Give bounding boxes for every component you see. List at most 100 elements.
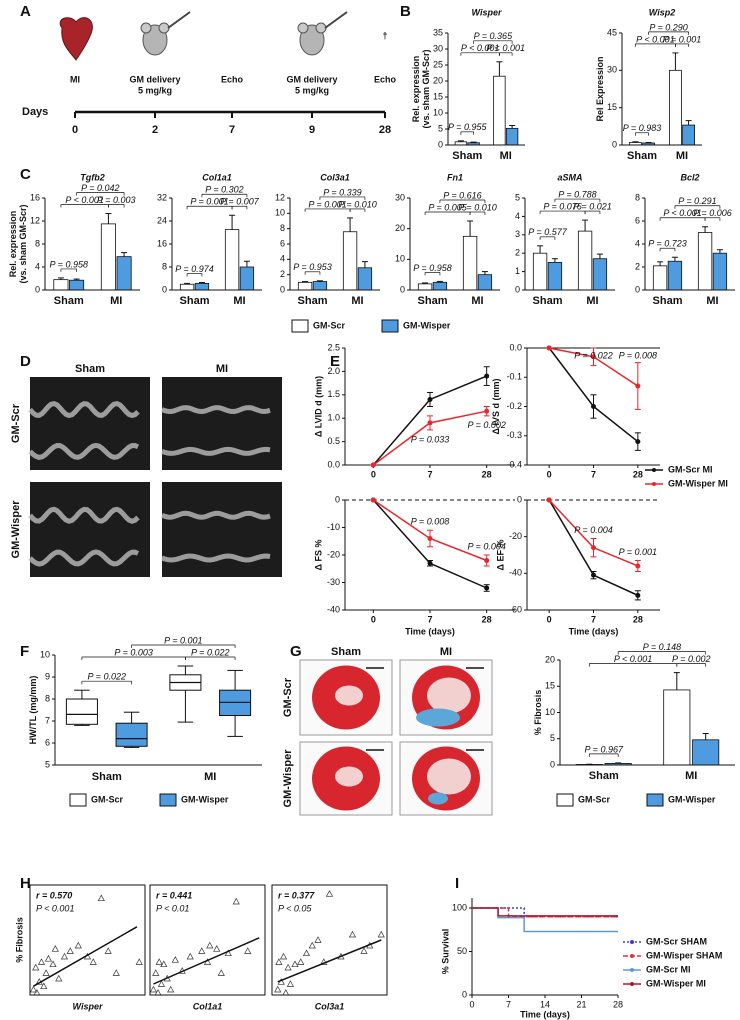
y-tick-label: 4	[35, 261, 40, 271]
point	[89, 958, 97, 965]
lumen	[427, 758, 471, 795]
p-value: P = 0.365	[474, 31, 513, 41]
bar	[342, 231, 358, 291]
timeline-event: GM delivery	[129, 74, 180, 84]
y-tick-label: 12	[275, 192, 285, 202]
p-value: P = 0.033	[411, 434, 449, 444]
point	[320, 958, 328, 965]
point	[291, 960, 299, 968]
bar	[100, 223, 116, 291]
marker	[635, 383, 641, 389]
p-value: P = 0.022	[191, 647, 229, 657]
bar	[712, 252, 728, 291]
y-tick-label: 2.5	[327, 342, 340, 352]
p-value: P = 0.010	[458, 202, 496, 212]
point	[74, 941, 82, 949]
timeline-event: Echo	[221, 74, 244, 84]
panel-label: D	[20, 353, 31, 370]
panel-label: A	[20, 3, 31, 20]
y-tick-label: 5	[550, 733, 555, 743]
p-value: P < 0.001	[663, 208, 701, 218]
y-tick-label: 6	[635, 215, 640, 225]
p-value: P = 0.022	[88, 672, 126, 682]
timeline-event: GM delivery	[286, 74, 337, 84]
y-tick-label: 16	[157, 238, 167, 248]
p-value: P = 0.004	[574, 525, 612, 535]
x-tick-label: MI	[706, 295, 718, 307]
legend-label: GM-Scr MI	[646, 964, 691, 974]
point	[282, 989, 290, 996]
y-tick-label: 45	[607, 27, 617, 37]
legend-marker	[630, 968, 634, 972]
bar	[652, 265, 668, 291]
point	[314, 936, 322, 943]
marker	[427, 536, 433, 541]
echo-wave	[28, 442, 140, 460]
p-value: P = 0.967	[585, 744, 624, 754]
y-axis-label: Rel. expression	[411, 56, 421, 123]
p-value: P < 0.001	[65, 195, 103, 205]
point	[217, 969, 225, 976]
p-value: P = 0.974	[175, 264, 213, 274]
bar	[53, 279, 69, 291]
y-tick-label: 20	[433, 75, 443, 85]
point	[279, 952, 288, 960]
bar	[697, 232, 713, 291]
point	[135, 958, 143, 965]
p-value: P = 0.008	[411, 517, 449, 527]
x-tick-label: MI	[233, 295, 245, 307]
timeline-event: Echo	[374, 74, 397, 84]
row-label: GM-Scr	[282, 677, 294, 717]
legend-swatch	[291, 319, 309, 333]
y-axis-label: Δ LVID d (mm)	[314, 376, 324, 437]
legend-label: GM-Wisper MI	[668, 478, 728, 488]
x-tick-label: Sham	[180, 295, 210, 307]
p-value: P = 0.291	[678, 196, 716, 206]
y-tick-label: 8	[45, 693, 50, 703]
frame	[29, 884, 146, 996]
marker	[370, 497, 376, 503]
bar	[577, 230, 593, 291]
point	[66, 947, 74, 954]
mouse-icon	[140, 11, 191, 56]
timeline-event: 5 mg/kg	[138, 85, 172, 95]
box	[65, 698, 98, 725]
p-value: P = 0.005	[428, 202, 467, 212]
column-label: MI	[216, 363, 228, 375]
bar	[682, 124, 695, 146]
x-axis-label: Time (days)	[520, 1009, 570, 1019]
point	[60, 952, 69, 960]
panel-label: F	[20, 643, 29, 660]
y-axis-label: Δ FS %	[314, 540, 324, 571]
legend-marker	[630, 940, 634, 944]
x-tick-label: Sham	[54, 295, 84, 307]
timeline-event: MI	[70, 74, 80, 84]
point	[157, 980, 166, 987]
marker	[427, 396, 433, 402]
y-tick-label: 12	[30, 215, 40, 225]
marker	[635, 563, 641, 569]
p-value: P = 0.148	[643, 642, 681, 652]
p-value: P = 0.002	[467, 420, 505, 430]
y-axis-label: Δ EF %	[496, 540, 506, 571]
legend-marker	[630, 982, 634, 986]
x-axis-label: Time (days)	[405, 626, 455, 636]
column-label: MI	[440, 646, 452, 658]
bar	[667, 260, 683, 291]
y-tick-label: 10	[395, 254, 405, 264]
x-tick-label: MI	[676, 150, 688, 162]
point	[186, 952, 194, 960]
legend-label: GM-Scr SHAM	[646, 936, 707, 946]
bar	[357, 267, 373, 291]
bar	[417, 283, 433, 291]
y-tick-label: 32	[157, 192, 167, 202]
y-tick-label: 0	[462, 989, 467, 999]
point	[55, 974, 63, 982]
timeline-day: 9	[309, 124, 315, 136]
survival-line	[472, 907, 618, 918]
y-tick-label: -30	[327, 577, 340, 587]
y-tick-label: 10	[545, 707, 555, 717]
marker	[591, 572, 596, 578]
x-tick-label: 0	[547, 469, 552, 479]
p-label: P < 0.05	[278, 903, 312, 913]
